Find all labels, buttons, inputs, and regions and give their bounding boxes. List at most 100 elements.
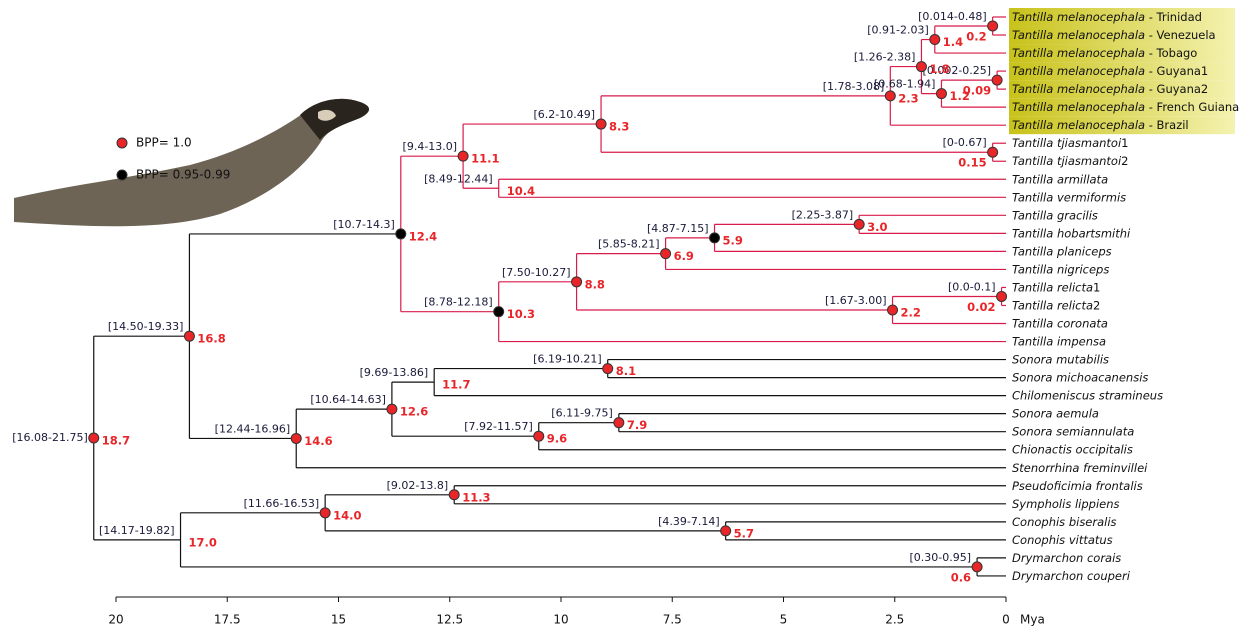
snake-head [300,98,369,140]
node-interval: [9.4-13.0] [403,140,458,153]
leaf-suffix: - Guyana2 [1145,82,1208,96]
highlight [1009,8,1235,26]
node-dot [720,525,732,537]
leaf-suffix: - Guyana1 [1145,64,1208,78]
node-dot [571,276,583,288]
tick-label: 20 [108,613,123,627]
leaf-name: Tantilla planiceps [1012,244,1112,258]
legend-dot [116,169,128,181]
node-dot [183,330,195,342]
node-age: 10.3 [507,307,535,321]
node-dot [457,150,469,162]
node-dot [996,290,1008,302]
node-age: 12.6 [400,405,428,419]
leaf-name: Tantilla gracilis [1012,208,1098,222]
node-interval: [0.014-0.48] [918,10,987,23]
node-age: 8.8 [585,277,605,291]
node-interval: [4.39-7.14] [658,515,720,528]
leaf-label: Sonora michoacanensis [1012,370,1148,384]
snake-image [14,98,369,227]
leaf-label: Tantilla melanocephala - Venezuela [1012,28,1216,42]
node-dot [884,90,896,102]
node-dot [987,146,999,158]
node-age: 14.0 [333,508,361,522]
leaf-label: Tantilla hobartsmithi [1012,226,1131,240]
leaf-name: Tantilla hobartsmithi [1012,226,1131,240]
leaf-name: Sonora aemula [1012,406,1099,420]
leaf-name: Drymarchon corais [1012,550,1121,564]
leaf-name: Drymarchon couperi [1012,568,1131,582]
node-age: 2.3 [898,91,918,105]
leaf-suffix: 1 [1121,136,1128,150]
leaf-name: Conophis vittatus [1012,532,1113,546]
leaf-label: Tantilla tjiasmantoi2 [1012,154,1129,168]
leaf-name: Tantilla melanocephala [1012,64,1145,78]
snake-collar [318,109,336,121]
highlight [1009,98,1235,117]
node-interval: [0-0.67] [943,136,987,149]
node-age: 10.4 [507,184,535,198]
node-interval: [6.11-9.75] [551,407,613,420]
node-age: 8.3 [609,120,629,134]
tick-label: 15 [331,613,346,627]
node-age: 9.6 [547,432,567,446]
node-interval: [1.26-2.38] [854,51,916,64]
leaf-label: Tantilla melanocephala - Guyana1 [1012,64,1208,78]
leaf-name: Sonora michoacanensis [1012,370,1148,384]
node-interval: [0.91-2.03] [867,24,929,37]
tick-label: 10 [553,613,568,627]
node-interval: [6.2-10.49] [534,108,596,121]
leaf-name: Stenorrhina freminvillei [1012,460,1148,474]
node-interval: [0.68-1.94] [874,78,936,91]
node-interval: [5.85-8.21] [598,238,660,251]
highlight [1009,26,1235,45]
leaf-label: Drymarchon couperi [1012,568,1131,582]
legend-label: BPP= 0.95-0.99 [136,168,230,182]
node-interval: [0.0-0.1] [948,280,996,293]
leaf-label: Tantilla coronata [1012,316,1108,330]
node-dot [929,34,941,46]
node-interval: [8.49-12.44] [424,172,493,185]
highlight [1009,62,1235,81]
tick-label: 0 [1002,613,1010,627]
leaf-label: Tantilla melanocephala - Trinidad [1012,10,1202,24]
leaf-name: Sonora mutabilis [1012,352,1109,366]
leaf-suffix: - Trinidad [1145,10,1202,24]
node-age: 5.9 [723,233,743,247]
leaf-suffix: 2 [1121,154,1128,168]
node-interval: [9.02-13.8] [387,479,449,492]
leaf-label: Conophis biseralis [1012,514,1117,528]
legend-dot [116,137,128,149]
node-interval: [14.50-19.33] [108,320,184,333]
node-dot [971,561,983,573]
leaf-label: Tantilla melanocephala - Guyana2 [1012,82,1208,96]
node-interval: [1.78-3.08] [823,80,885,93]
leaf-name: Chionactis occipitalis [1012,442,1133,456]
node-interval: [16.08-21.75] [12,431,88,444]
node-dot [595,118,607,130]
leaf-name: Tantilla melanocephala [1012,10,1145,24]
node-interval: [0.30-0.95] [910,551,972,564]
node-dot [935,88,947,100]
node-age: 7.9 [627,418,647,432]
node-interval: [12.44-16.96] [215,422,291,435]
leaf-name: Tantilla armillata [1012,172,1108,186]
leaf-label: Conophis vittatus [1012,532,1113,546]
node-age: 0.02 [967,300,995,314]
node-interval: [11.66-16.53] [244,497,320,510]
leaf-name: Tantilla coronata [1012,316,1108,330]
tick-label: 2.5 [885,613,904,627]
leaf-name: Conophis biseralis [1012,514,1117,528]
leaf-suffix: - Tobago [1145,46,1197,60]
node-age: 12.4 [409,229,437,243]
leaf-label: Tantilla tjiasmantoi1 [1012,136,1129,150]
axis-unit: Mya [1020,613,1045,627]
leaf-label: Tantilla gracilis [1012,208,1098,222]
node-age: 6.9 [674,249,694,263]
tick-label: 5 [780,613,788,627]
leaf-suffix: - French Guiana [1145,100,1239,114]
node-dot [493,306,505,318]
tick-label: 12.5 [436,613,463,627]
leaf-label: Tantilla melanocephala - Tobago [1012,46,1197,60]
